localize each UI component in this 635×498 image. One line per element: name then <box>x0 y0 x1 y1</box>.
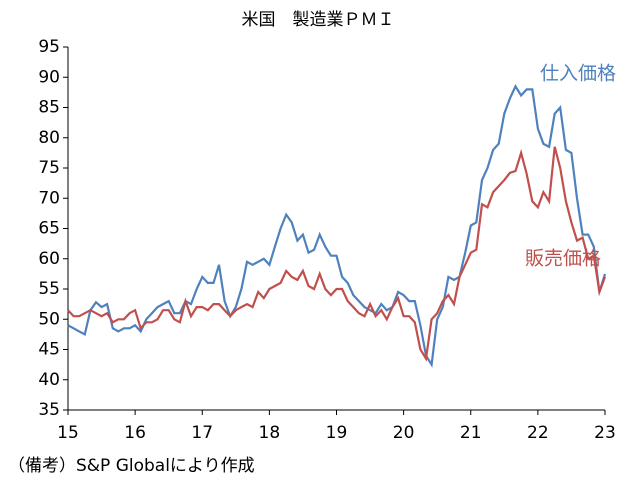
x-tick-label: 16 <box>124 423 146 443</box>
series-label: 販売価格 <box>525 248 601 270</box>
x-tick-label: 18 <box>259 423 281 443</box>
y-tick-label: 65 <box>38 219 60 239</box>
y-tick-label: 45 <box>38 340 60 360</box>
y-tick-label: 35 <box>38 400 60 420</box>
chart-title: 米国 製造業ＰＭＩ <box>242 10 395 30</box>
y-tick-label: 55 <box>38 279 60 299</box>
x-tick-label: 15 <box>57 423 79 443</box>
y-tick-label: 75 <box>38 158 60 178</box>
x-tick-label: 21 <box>460 423 482 443</box>
series-line <box>67 83 607 368</box>
y-tick-label: 85 <box>38 98 60 118</box>
y-tick-label: 60 <box>38 249 60 269</box>
y-tick-label: 95 <box>38 37 60 57</box>
x-tick-label: 19 <box>326 423 348 443</box>
y-tick-label: 80 <box>38 128 60 148</box>
y-tick-label: 90 <box>38 67 60 87</box>
y-tick-label: 50 <box>38 309 60 329</box>
x-tick-label: 20 <box>393 423 415 443</box>
x-tick-label: 22 <box>527 423 549 443</box>
series-label: 仕入価格 <box>540 63 616 85</box>
y-tick-label: 40 <box>38 370 60 390</box>
footnote: （備考）S&P Globalにより作成 <box>8 456 255 476</box>
y-tick-label: 70 <box>38 188 60 208</box>
x-tick-label: 17 <box>191 423 213 443</box>
x-tick-label: 23 <box>594 423 616 443</box>
series-line <box>67 146 607 362</box>
